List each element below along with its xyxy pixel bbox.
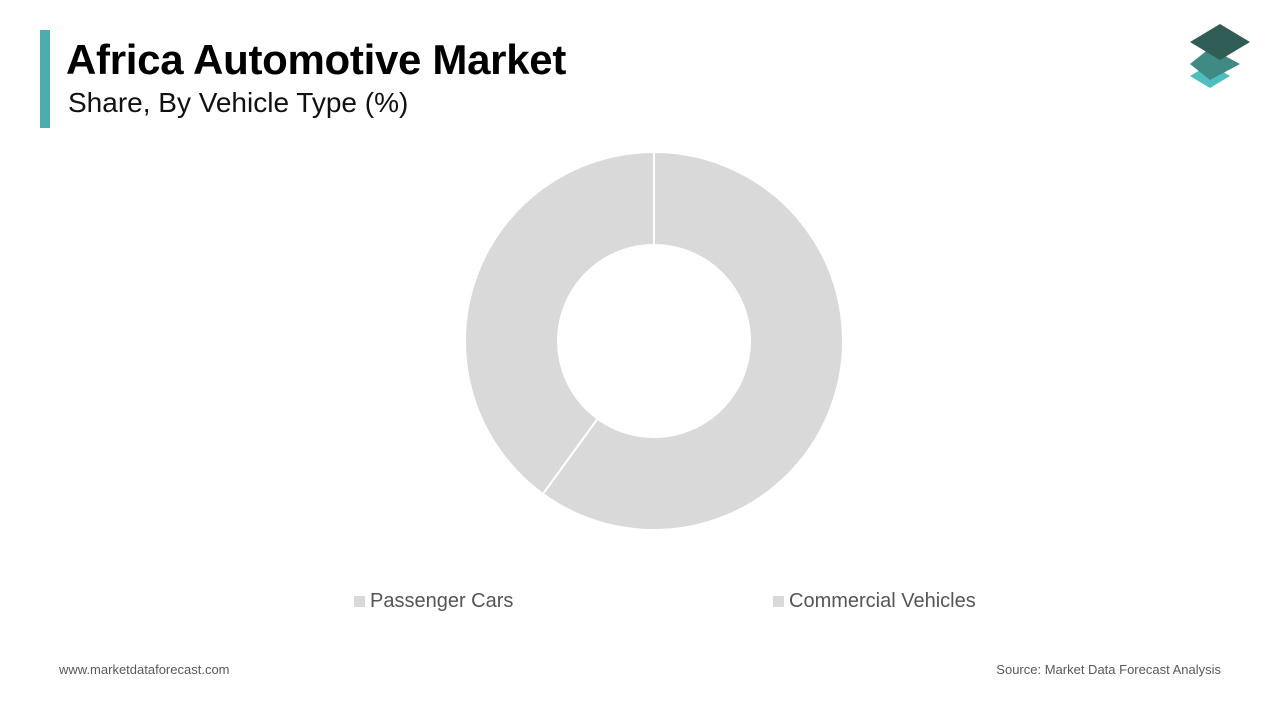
title-accent-bar bbox=[40, 30, 50, 128]
legend-swatch bbox=[354, 595, 365, 607]
chart-title: Africa Automotive Market bbox=[66, 36, 567, 83]
legend-item: Commercial Vehicles bbox=[773, 588, 976, 614]
logo-layer-middle bbox=[1190, 48, 1240, 80]
footer-website: www.marketdataforecast.com bbox=[59, 662, 230, 677]
legend-item: Passenger Cars bbox=[354, 588, 513, 614]
chart-subtitle: Share, By Vehicle Type (%) bbox=[68, 87, 409, 118]
logo-layer-top bbox=[1190, 24, 1250, 60]
stacked-layers-icon bbox=[1190, 24, 1250, 88]
donut-slice-commercial-vehicles bbox=[464, 150, 655, 496]
donut-slice-passenger-cars bbox=[541, 150, 844, 531]
legend-label: Commercial Vehicles bbox=[789, 589, 976, 612]
legend-swatch bbox=[773, 595, 784, 607]
donut-slices bbox=[464, 150, 844, 531]
legend-label: Passenger Cars bbox=[370, 589, 514, 612]
footer-source: Source: Market Data Forecast Analysis bbox=[996, 662, 1221, 677]
